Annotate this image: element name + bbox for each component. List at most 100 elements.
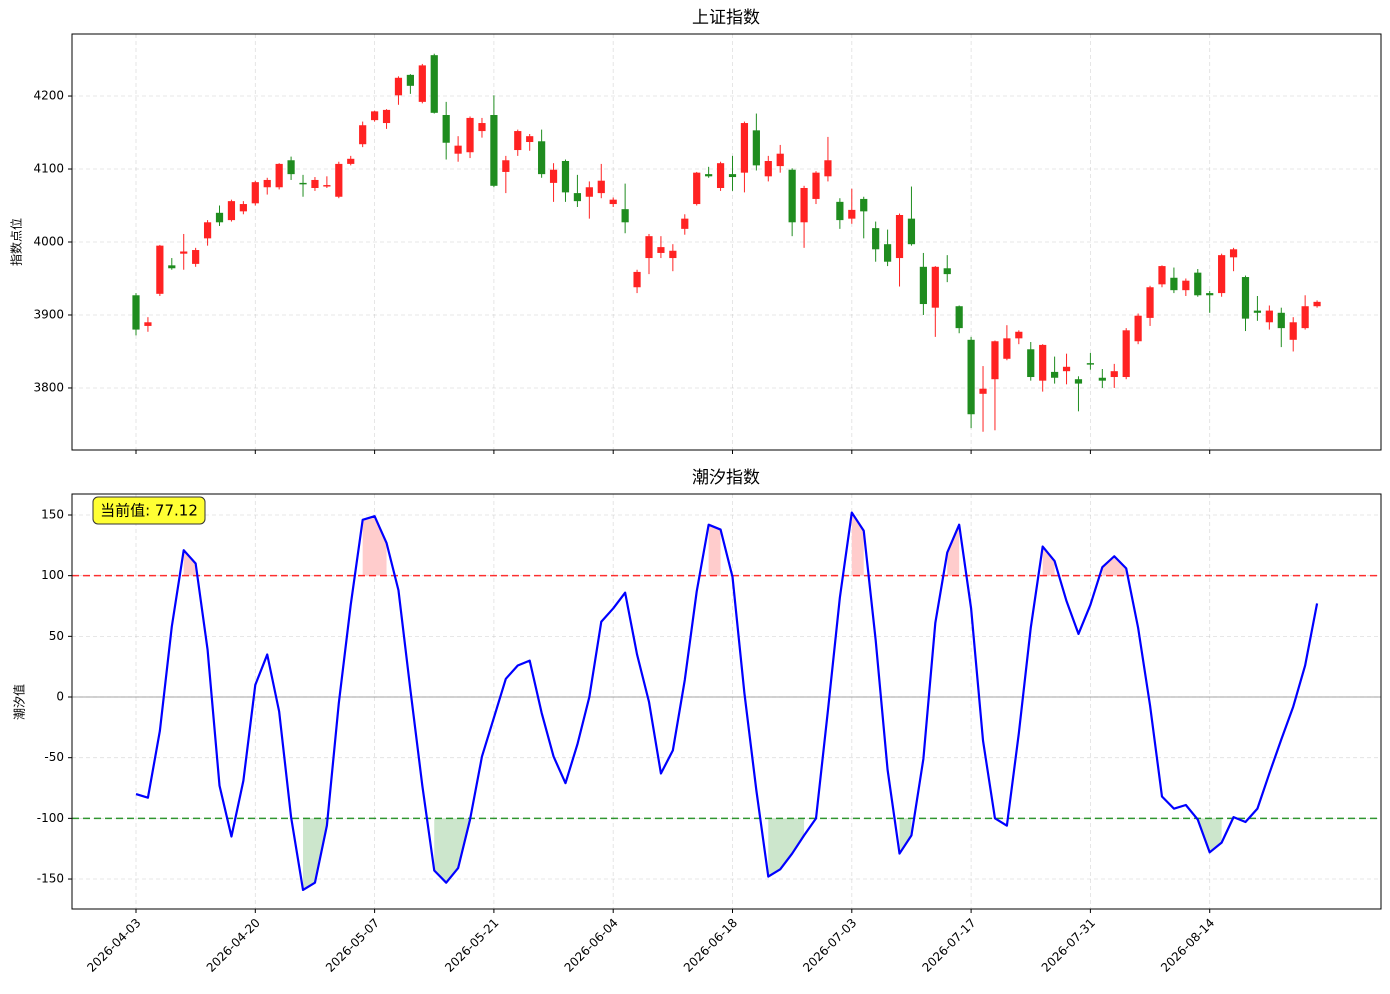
candle-body [788, 169, 796, 223]
candle-body [1074, 379, 1083, 384]
y-tick-label: 50 [49, 629, 64, 643]
candle-body [478, 123, 486, 132]
candle-body [812, 172, 820, 199]
candle-body [716, 163, 725, 188]
oversold-fill [768, 818, 805, 877]
candle-body [943, 268, 951, 275]
oversold-fill [303, 818, 327, 890]
candle-body [1146, 287, 1154, 318]
candle-body [597, 180, 605, 194]
candle-body [1229, 249, 1238, 258]
candle-body [907, 218, 916, 245]
plot-frame [71, 33, 1382, 451]
candle-body [585, 187, 593, 197]
candle-body [1182, 280, 1190, 291]
candle-body [824, 160, 832, 177]
candle-body [979, 388, 987, 394]
y-tick-label: 4000 [33, 235, 64, 249]
candle-body [693, 172, 701, 205]
candle-body [454, 145, 462, 154]
candle-body [335, 163, 343, 197]
candle-body [895, 214, 904, 259]
oversold-fill [1197, 818, 1222, 853]
candle-body [1265, 310, 1273, 323]
candle-body [215, 212, 224, 223]
candle-body [203, 222, 212, 239]
y-tick-label: 4200 [33, 89, 64, 103]
candle-body [1241, 277, 1250, 319]
candle-body [323, 185, 331, 187]
y-tick-label: 150 [41, 507, 64, 521]
plot-frame [71, 493, 1382, 910]
candle-body [526, 136, 534, 143]
candle-body [621, 209, 629, 223]
candle-body [764, 160, 772, 177]
y-axis-label: 潮汐值 [12, 684, 27, 720]
candle-body [1110, 371, 1118, 378]
candle-body [776, 153, 784, 167]
candle-body [561, 160, 570, 193]
candle-body [1277, 312, 1285, 329]
overbought-fill [851, 512, 864, 576]
candle-body [1122, 330, 1130, 378]
candle-body [311, 179, 319, 188]
candle-body [442, 115, 450, 143]
y-tick-label: 0 [56, 690, 64, 704]
candle-body [657, 247, 665, 253]
candle-body [1015, 331, 1023, 339]
candle-body [705, 174, 713, 177]
candle-body [1003, 338, 1011, 359]
candle-body [919, 266, 927, 305]
candle-body [347, 158, 355, 164]
candle-body [1086, 363, 1094, 365]
candle-body [299, 182, 307, 185]
y-tick-label: 4100 [33, 162, 64, 176]
annotation-box [92, 496, 206, 525]
candle-body [418, 65, 426, 102]
candle-body [538, 141, 546, 175]
candle-body [192, 250, 200, 264]
candle-body [609, 199, 617, 205]
candle-body [406, 74, 414, 86]
candle-body [836, 201, 844, 221]
candle-body [1289, 322, 1297, 340]
chart-title: 潮汐指数 [692, 468, 760, 488]
candle-body [1218, 255, 1226, 294]
candle-body [490, 115, 498, 186]
candle-body [860, 198, 868, 212]
candle-body [800, 187, 808, 223]
candle-body [180, 251, 188, 254]
candle-body [1062, 366, 1071, 372]
candle-body [1134, 315, 1142, 342]
oversold-fill [434, 818, 471, 883]
y-tick-label: 3900 [33, 307, 64, 321]
candle-body [955, 306, 963, 329]
candle-body [1194, 272, 1202, 296]
y-tick-label: -100 [37, 811, 64, 825]
candle-body [573, 193, 582, 202]
candle-body [1253, 310, 1262, 313]
candle-body [1027, 349, 1035, 378]
candle-body [669, 250, 677, 259]
candle-body [1039, 344, 1047, 381]
candle-body [287, 160, 295, 175]
y-tick-label: -50 [44, 750, 64, 764]
candle-body [514, 131, 522, 151]
y-tick-label: 100 [41, 568, 64, 582]
candle-body [848, 209, 856, 219]
overbought-fill [947, 524, 960, 576]
oversold-fill [899, 818, 912, 854]
candle-body [430, 55, 438, 113]
candle-body [156, 245, 164, 294]
candle-body [991, 341, 999, 380]
candle-body [1158, 266, 1166, 285]
candle-body [1098, 377, 1106, 381]
candle-body [681, 218, 689, 229]
candle-body [1051, 371, 1059, 378]
overbought-fill [1102, 556, 1127, 576]
candle-body [168, 265, 176, 269]
candle-body [967, 339, 975, 415]
candle-body [251, 182, 259, 204]
candle-body [752, 130, 760, 166]
